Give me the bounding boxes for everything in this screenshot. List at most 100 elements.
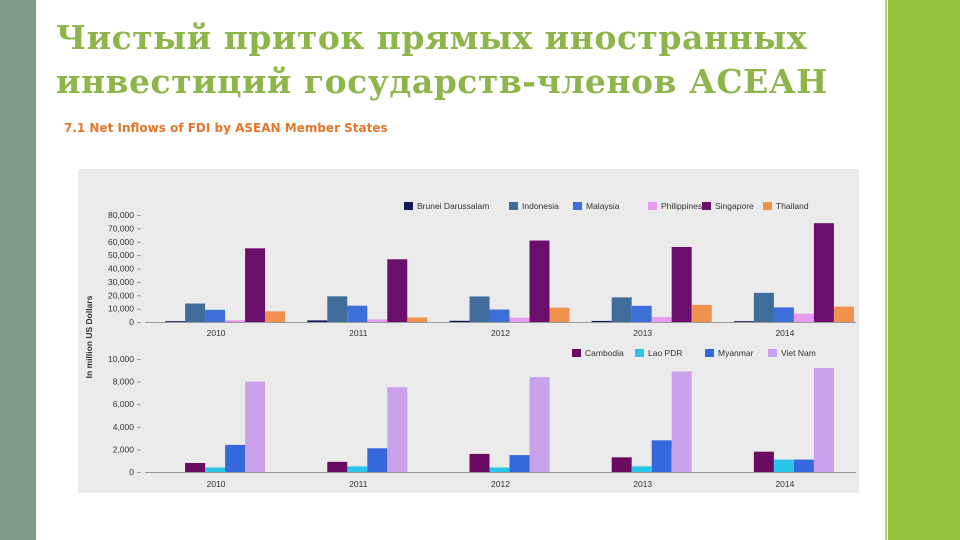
x-tick-label: 2014: [775, 479, 794, 489]
right-accent-line: [885, 0, 887, 540]
bar-singapore: [813, 223, 834, 322]
bar-cambodia: [327, 461, 348, 472]
bar-viet-nam: [245, 381, 266, 472]
bar-lao-pdr: [631, 466, 652, 472]
legend-swatch: [705, 349, 714, 357]
bar-malaysia: [773, 307, 794, 322]
bar-myanmar: [367, 448, 388, 472]
bar-philippines: [225, 320, 246, 322]
y-tick-label: 80,000: [108, 210, 134, 220]
bar-myanmar: [225, 444, 246, 472]
bar-myanmar: [651, 440, 672, 472]
y-tick-label: 20,000: [108, 290, 134, 300]
bar-thailand: [691, 304, 712, 322]
y-tick-label: 2,000: [113, 444, 135, 454]
bar-indonesia: [185, 303, 206, 322]
y-tick-label: 50,000: [108, 250, 134, 260]
bar-philippines: [509, 317, 530, 322]
y-tick-label: 10,000: [108, 354, 134, 364]
bar-philippines: [367, 319, 388, 322]
bar-brunei-darussalam: [165, 321, 186, 322]
x-tick-label: 2010: [207, 479, 226, 489]
bar-indonesia: [469, 296, 490, 322]
bar-lao-pdr: [347, 466, 368, 472]
x-tick-label: 2013: [633, 328, 652, 338]
legend-swatch: [702, 202, 711, 210]
bar-brunei-darussalam: [449, 320, 470, 322]
bar-cambodia: [753, 451, 774, 472]
x-tick-label: 2012: [491, 328, 510, 338]
legend-label: Thailand: [776, 201, 809, 211]
bar-cambodia: [611, 457, 632, 472]
x-tick-label: 2011: [349, 328, 368, 338]
bar-indonesia: [753, 292, 774, 322]
legend-label: Myanmar: [718, 348, 754, 358]
bar-thailand: [265, 311, 286, 322]
bar-singapore: [245, 248, 266, 322]
legend-swatch: [573, 202, 582, 210]
bar-brunei-darussalam: [591, 320, 612, 322]
y-tick-label: 8,000: [113, 377, 135, 387]
legend-label: Cambodia: [585, 348, 624, 358]
legend-swatch: [572, 349, 581, 357]
y-tick-label: 60,000: [108, 237, 134, 247]
bar-malaysia: [489, 309, 510, 322]
bar-lao-pdr: [489, 467, 510, 472]
bar-myanmar: [509, 455, 530, 472]
bar-lao-pdr: [773, 459, 794, 472]
bar-viet-nam: [387, 387, 408, 472]
fdi-chart: 0 10,000 20,000 30,000 40,000 50,000 60,000 70,…: [84, 201, 856, 489]
bar-lao-pdr: [205, 467, 226, 472]
legend-label: Singapore: [715, 201, 754, 211]
legend-label: Malaysia: [586, 201, 620, 211]
legend-swatch: [648, 202, 657, 210]
legend-label: Viet Nam: [781, 348, 816, 358]
bar-thailand: [407, 317, 428, 322]
bar-thailand: [549, 307, 570, 322]
bar-singapore: [671, 246, 692, 322]
bar-brunei-darussalam: [307, 320, 328, 322]
chart-title: 7.1 Net Inflows of FDI by ASEAN Member S…: [64, 121, 388, 135]
bar-indonesia: [611, 297, 632, 322]
bar-indonesia: [327, 296, 348, 322]
bar-viet-nam: [529, 377, 550, 472]
legend-label: Lao PDR: [648, 348, 683, 358]
y-tick-label: 40,000: [108, 264, 134, 274]
right-accent-band: [888, 0, 960, 540]
chart-panel: 0 10,000 20,000 30,000 40,000 50,000 60,000 70,…: [78, 169, 859, 493]
x-tick-label: 2010: [207, 328, 226, 338]
x-tick-label: 2014: [775, 328, 794, 338]
bar-malaysia: [347, 305, 368, 322]
bar-singapore: [387, 259, 408, 322]
y-tick-label: 30,000: [108, 277, 134, 287]
legend-swatch: [509, 202, 518, 210]
left-accent-band: [0, 0, 36, 540]
y-tick-label: 4,000: [113, 422, 135, 432]
bar-philippines: [651, 317, 672, 322]
legend-label: Indonesia: [522, 201, 559, 211]
bar-thailand: [833, 306, 854, 322]
legend-label: Philippines: [661, 201, 702, 211]
legend-swatch: [768, 349, 777, 357]
bar-philippines: [793, 313, 814, 322]
bar-brunei-darussalam: [733, 321, 754, 322]
bar-malaysia: [631, 305, 652, 322]
x-tick-label: 2013: [633, 479, 652, 489]
bar-cambodia: [469, 453, 490, 472]
bar-myanmar: [793, 459, 814, 472]
y-tick-label: 0: [129, 317, 134, 327]
legend-label: Brunei Darussalam: [417, 201, 489, 211]
y-tick-label: 0: [129, 467, 134, 477]
bar-viet-nam: [671, 371, 692, 472]
bar-singapore: [529, 240, 550, 322]
bar-cambodia: [185, 462, 206, 472]
y-tick-label: 10,000: [108, 304, 134, 314]
legend-swatch: [404, 202, 413, 210]
y-tick-label: 70,000: [108, 223, 134, 233]
slide-title: Чистый приток прямых иностранных инвести…: [56, 18, 828, 101]
x-tick-label: 2012: [491, 479, 510, 489]
y-tick-label: 6,000: [113, 399, 135, 409]
x-tick-label: 2011: [349, 479, 368, 489]
legend-swatch: [763, 202, 772, 210]
legend-swatch: [635, 349, 644, 357]
